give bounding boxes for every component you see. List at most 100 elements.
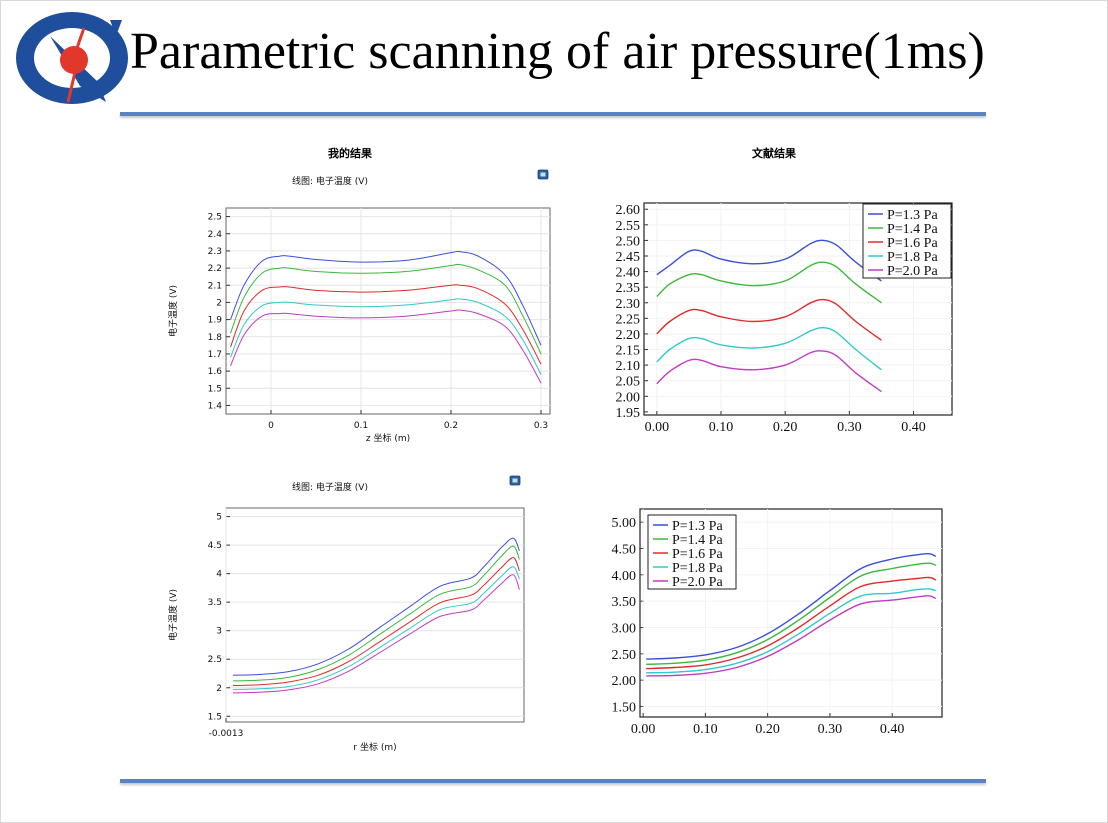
institution-logo: [16, 12, 128, 104]
export-icon-glyph: [512, 478, 518, 483]
y-tick-label: 2.30: [616, 297, 641, 312]
y-tick-label: 2.3: [208, 247, 222, 257]
y-tick-label: 2.45: [616, 250, 641, 265]
x-tick-label: 0.00: [645, 420, 670, 435]
x-axis-label: z 坐标 (m): [366, 432, 410, 444]
y-tick-label: 2.40: [616, 266, 641, 281]
y-tick-label: 3.5: [208, 598, 222, 608]
series-line-1.3: [230, 250, 542, 346]
x-tick-label: 0: [268, 421, 274, 431]
y-axis-label: 电子温度 (V): [167, 589, 179, 641]
plot-area: [225, 507, 525, 723]
legend-label: P=1.6 Pa: [672, 547, 723, 562]
x-tick-label: 0.3: [534, 421, 548, 431]
slide-title: Parametric scanning of air pressure(1ms): [130, 23, 985, 80]
x-tick-label: -0.0013: [209, 729, 244, 739]
chart-lit-r-profile: 1.50 2.00 2.50 3.00 3.50 4.00 4.50 5.00 0.00 0.10…: [612, 508, 943, 737]
y-tick-label: 2.35: [616, 281, 641, 296]
plot-title: 线图: 电子温度 (V): [292, 481, 368, 493]
y-tick-label: 2.05: [616, 375, 641, 390]
y-tick-label: 2.15: [616, 344, 641, 359]
plot-title: 线图: 电子温度 (V): [292, 175, 368, 187]
legend-label: P=2.0 Pa: [672, 575, 723, 590]
x-tick-label: 0.2: [444, 421, 458, 431]
y-tick-label: 4.5: [208, 541, 222, 551]
legend-label: P=1.3 Pa: [672, 519, 723, 534]
legend-box: [862, 203, 952, 279]
series-line-2.0: [656, 350, 882, 393]
y-tick-label: 2.5: [208, 655, 222, 665]
x-tick-label: 0.30: [818, 722, 843, 737]
x-tick-label: 0.40: [880, 722, 905, 737]
y-tick-label: 1.9: [208, 316, 223, 326]
y-tick-label: 2.00: [612, 674, 637, 689]
y-tick-label: 2.1: [208, 281, 222, 291]
y-tick-label: 2: [216, 684, 222, 694]
y-tick-label: 2.5: [208, 213, 222, 223]
y-tick-label: 2.50: [612, 648, 637, 663]
series-line-1.3: [646, 553, 937, 660]
x-tick-label: 0.30: [837, 420, 862, 435]
y-tick-label: 1.5: [208, 384, 222, 394]
bottom-divider: [120, 779, 986, 783]
legend-label: P=1.4 Pa: [672, 533, 723, 548]
y-tick-label: 4: [216, 570, 222, 580]
y-axis-label: 电子温度 (V): [167, 285, 179, 337]
y-tick-label: 2.25: [616, 312, 641, 327]
y-tick-label: 1.5: [208, 712, 222, 722]
series-line-1.4: [230, 263, 542, 355]
series-line-1.8: [646, 588, 936, 674]
y-tick-label: 3.00: [612, 621, 637, 636]
y-tick-label: 1.7: [208, 350, 222, 360]
y-tick-label: 2.4: [208, 230, 223, 240]
x-axis-label: r 坐标 (m): [353, 741, 396, 753]
y-tick-label: 4.00: [612, 569, 637, 584]
top-divider: [120, 112, 986, 116]
chart-my-z-profile: 1.4 1.5 1.6 1.7 1.8 1.9 2 2.1 2.2 2.3 2.4 2.5 0 0.1 0.…: [167, 169, 551, 444]
y-tick-label: 2.00: [616, 390, 641, 405]
heading-literature-results: 文献结果: [752, 147, 796, 160]
y-tick-label: 5: [216, 513, 222, 523]
y-tick-label: 1.95: [616, 406, 641, 421]
legend-label: P=2.0 Pa: [887, 264, 938, 279]
series-line-1.4: [232, 545, 520, 682]
x-tick-label: 0.1: [354, 421, 368, 431]
y-tick-label: 1.4: [208, 401, 223, 411]
x-tick-label: 0.20: [773, 420, 798, 435]
series-line-1.8: [656, 326, 882, 371]
y-tick-label: 1.50: [612, 700, 637, 715]
y-tick-label: 2.10: [616, 359, 641, 374]
x-tick-label: 0.10: [709, 420, 734, 435]
y-tick-label: 1.8: [208, 333, 223, 343]
chart-my-r-profile: 1.5 2 2.5 3 3.5 4 4.5 5 -0.0013 线图: 电子温度 (V) r 坐标 …: [167, 475, 525, 753]
export-icon-glyph: [540, 172, 546, 177]
y-tick-label: 2.50: [616, 234, 641, 249]
y-tick-label: 1.6: [208, 367, 223, 377]
legend-box: [647, 514, 737, 590]
series-line-1.6: [230, 284, 542, 365]
y-tick-label: 2.60: [616, 203, 641, 218]
legend-label: P=1.3 Pa: [887, 208, 938, 223]
series-line-1.6: [232, 557, 520, 686]
series-line-1.3: [232, 537, 520, 676]
series-line-1.6: [656, 298, 882, 341]
series-line-1.8: [232, 566, 520, 690]
series-line-1.6: [646, 576, 937, 670]
legend-label: P=1.4 Pa: [887, 222, 938, 237]
series-line-1.3: [656, 239, 882, 282]
y-tick-label: 2.2: [208, 264, 222, 274]
y-tick-label: 3.50: [612, 595, 637, 610]
y-tick-label: 5.00: [612, 516, 637, 531]
x-tick-label: 0.10: [693, 722, 718, 737]
y-tick-label: 2.55: [616, 219, 641, 234]
x-tick-label: 0.00: [631, 722, 656, 737]
legend-label: P=1.8 Pa: [887, 250, 938, 265]
y-tick-label: 2: [216, 298, 222, 308]
series-line-1.8: [230, 298, 542, 375]
legend-label: P=1.8 Pa: [672, 561, 723, 576]
legend-label: P=1.6 Pa: [887, 236, 938, 251]
series-line-1.4: [656, 261, 882, 304]
heading-my-results: 我的结果: [328, 147, 372, 160]
y-tick-label: 3: [216, 627, 222, 637]
series-line-2.0: [646, 595, 937, 677]
